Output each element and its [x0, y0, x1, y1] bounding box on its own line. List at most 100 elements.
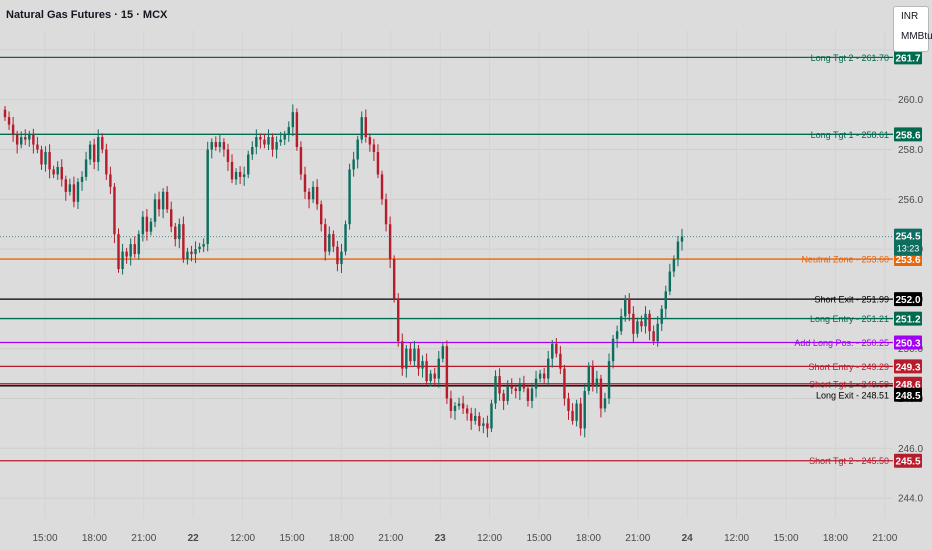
- candle-body: [603, 398, 607, 409]
- candle-body: [64, 179, 68, 192]
- last-price-tag-text: 254.5: [895, 232, 920, 243]
- candle-body: [510, 386, 513, 389]
- candle-body: [113, 186, 116, 235]
- level-label: Neutral Zone - 253.60: [801, 255, 889, 265]
- candle-body: [668, 271, 672, 292]
- candle-body: [101, 137, 104, 150]
- y-tick-label: 260.0: [898, 95, 923, 106]
- level-price-tag-text: 252.0: [895, 295, 920, 306]
- candle-body: [453, 405, 457, 411]
- candle-body: [652, 331, 655, 342]
- candle-body: [287, 127, 290, 135]
- candle-body: [299, 147, 303, 175]
- level-price-tag: [894, 359, 922, 374]
- candle-body: [315, 186, 319, 205]
- candle-body: [48, 152, 51, 170]
- candle-body: [129, 244, 132, 257]
- level-price-tag: [894, 127, 922, 142]
- candle-body: [145, 216, 149, 232]
- candle-body: [295, 112, 299, 148]
- candle-body: [660, 308, 663, 324]
- candle-body: [599, 378, 603, 409]
- candle-body: [664, 291, 668, 309]
- candle-body: [478, 415, 481, 426]
- candle-body: [449, 398, 453, 411]
- candle-body: [526, 388, 530, 401]
- candle-body: [445, 346, 449, 399]
- candle-body: [429, 373, 432, 382]
- x-tick-label: 12:00: [477, 533, 502, 544]
- candle-body: [307, 191, 311, 200]
- candle-body: [165, 191, 169, 210]
- candle-body: [92, 144, 96, 162]
- candle-body: [133, 244, 136, 255]
- candle-body: [271, 137, 274, 150]
- candle-body: [401, 341, 404, 369]
- candle-body: [656, 323, 659, 342]
- candle-body: [125, 251, 128, 257]
- candle-body: [413, 348, 416, 362]
- candle-body: [482, 423, 485, 426]
- candle-body: [575, 403, 578, 421]
- level-price-tag: [894, 292, 922, 307]
- candle-body: [28, 134, 31, 140]
- candle-body: [7, 117, 11, 125]
- level-label: Short Exit - 251.99: [814, 295, 889, 305]
- candle-body: [15, 134, 19, 145]
- candle-body: [498, 376, 501, 394]
- y-tick-label: 256.0: [898, 195, 923, 206]
- candle-body: [640, 321, 643, 327]
- x-tick-label: 12:00: [230, 533, 255, 544]
- candle-body: [80, 176, 84, 182]
- unit-selector[interactable]: INR MMBtu: [893, 6, 932, 52]
- candle-body: [230, 161, 234, 180]
- candle-body: [32, 134, 35, 145]
- candle-body: [174, 226, 177, 240]
- candle-body: [388, 224, 392, 260]
- quantity-unit-label: MMBtu: [901, 31, 932, 42]
- candle-body: [457, 403, 461, 406]
- level-label: Short Tgt 1 - 248.59: [809, 379, 889, 389]
- candle-body: [242, 174, 246, 177]
- level-label: Long Tgt 1 - 258.61: [811, 130, 889, 140]
- candle-body: [644, 313, 647, 327]
- x-tick-label: 15:00: [526, 533, 551, 544]
- x-tick-label: 18:00: [329, 533, 354, 544]
- candle-body: [60, 166, 63, 180]
- candle-body: [182, 224, 185, 260]
- candle-body: [579, 403, 582, 429]
- x-tick-label: 23: [435, 533, 447, 544]
- candle-body: [465, 408, 469, 414]
- candle-body: [251, 147, 254, 155]
- candle-body: [153, 199, 157, 222]
- candle-body: [494, 376, 497, 404]
- level-label: Short Entry - 249.29: [808, 362, 889, 372]
- candle-body: [161, 191, 165, 210]
- level-price-tag: [894, 453, 922, 468]
- candle-body: [218, 142, 222, 148]
- candle-body: [56, 166, 59, 175]
- candle-body: [279, 139, 282, 143]
- candle-body: [587, 366, 590, 392]
- level-price-tag-text: 249.3: [895, 362, 920, 373]
- candle-body: [551, 343, 554, 359]
- x-tick-label: 21:00: [378, 533, 403, 544]
- level-price-tag-text: 245.5: [895, 457, 920, 468]
- candle-body: [340, 251, 343, 265]
- candle-body: [178, 224, 181, 240]
- level-price-tag: [894, 50, 922, 65]
- candle-body: [157, 199, 161, 210]
- candle-body: [319, 204, 323, 225]
- candle-body: [238, 171, 242, 177]
- y-tick-label: 246.0: [898, 444, 923, 455]
- level-label: Long Exit - 248.51: [816, 390, 889, 400]
- candle-body: [214, 142, 218, 148]
- y-tick-label: 250.0: [898, 344, 923, 355]
- candle-body: [52, 169, 55, 175]
- level-price-tag-text: 253.6: [895, 255, 920, 266]
- chart-title: Natural Gas Futures · 15 · MCX: [6, 9, 168, 21]
- candle-body: [190, 251, 193, 255]
- level-price-tag-text: 261.7: [895, 53, 920, 64]
- level-label: Long Entry - 251.21: [810, 314, 889, 324]
